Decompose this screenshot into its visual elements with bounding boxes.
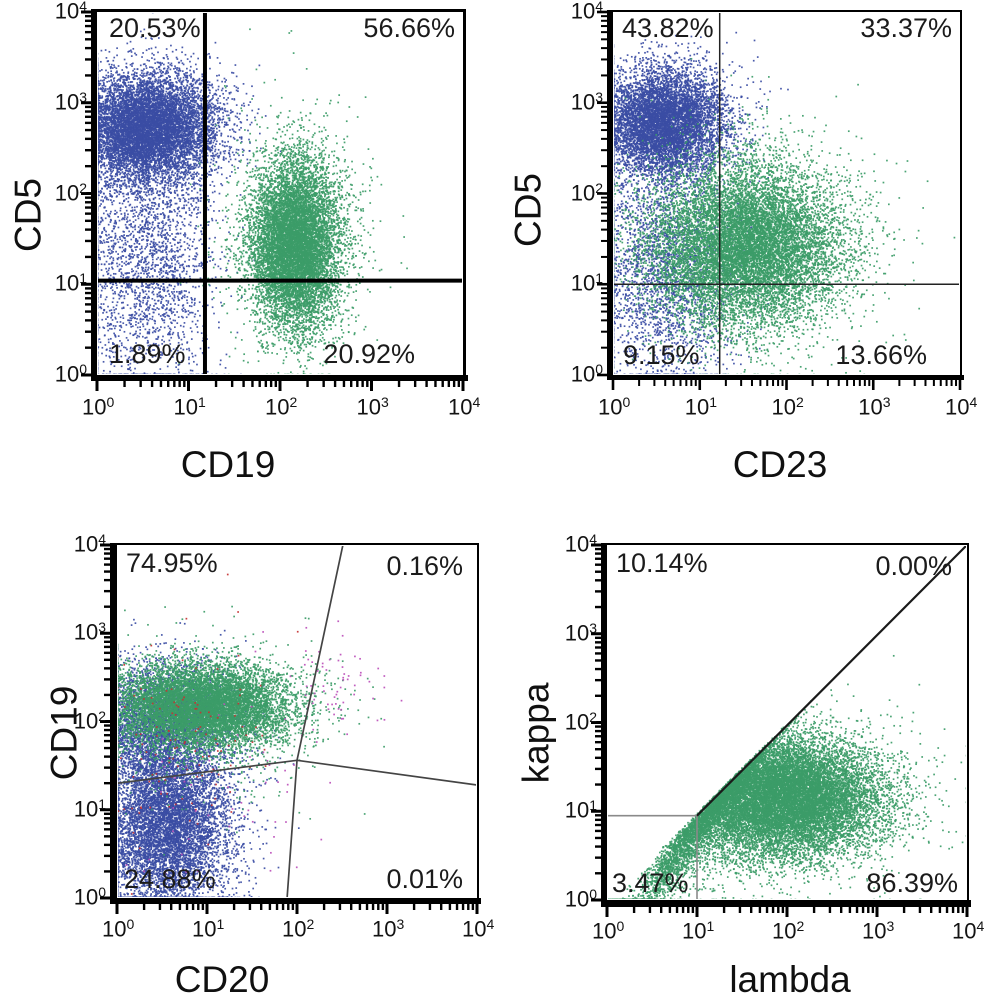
flow-cytometry-figure: 20.53% 56.66% 1.89% 20.92% CD19 CD5 100 1… (0, 0, 990, 998)
scatter-plots-canvas (0, 0, 990, 996)
